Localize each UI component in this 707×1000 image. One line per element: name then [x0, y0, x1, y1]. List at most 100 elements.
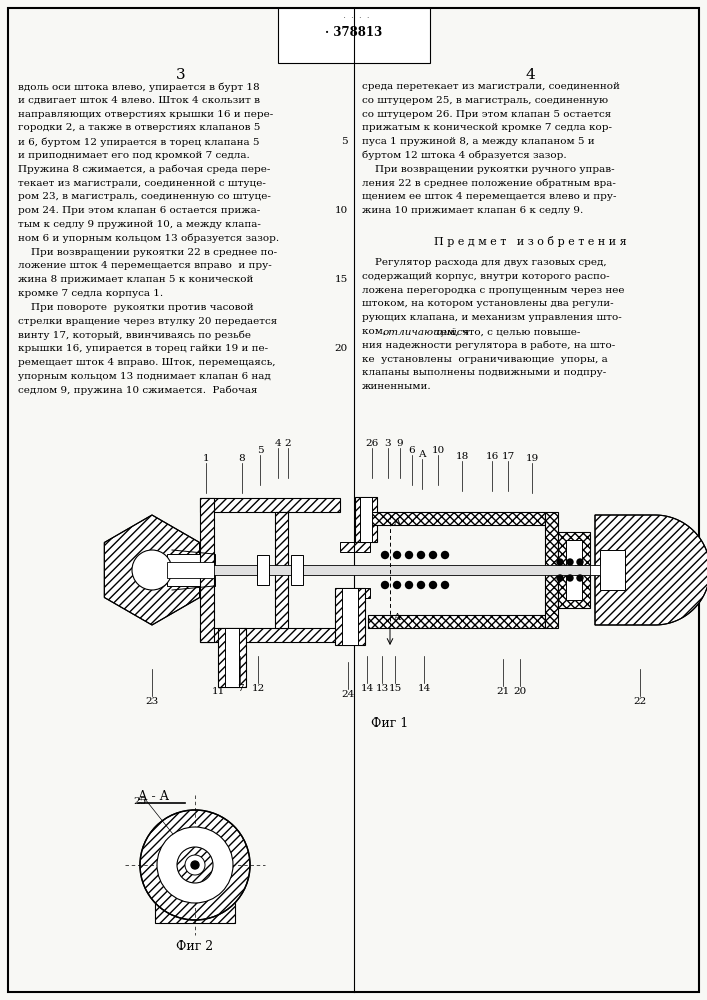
Text: При повороте  рукоятки против часовой: При повороте рукоятки против часовой: [18, 303, 254, 312]
Text: 20: 20: [513, 687, 527, 696]
Text: буртом 12 штока 4 образуется зазор.: буртом 12 штока 4 образуется зазор.: [362, 151, 566, 160]
Text: 25: 25: [134, 797, 146, 806]
Circle shape: [418, 552, 424, 558]
Text: текает из магистрали, соединенной с штуце-: текает из магистрали, соединенной с штуц…: [18, 179, 266, 188]
Text: 15: 15: [334, 275, 348, 284]
Text: клапаны выполнены подвижными и подпру-: клапаны выполнены подвижными и подпру-: [362, 368, 606, 377]
Text: крышки 16, упирается в торец гайки 19 и пе-: крышки 16, упирается в торец гайки 19 и …: [18, 344, 268, 353]
Text: Фиг 1: Фиг 1: [371, 717, 409, 730]
Text: 22: 22: [633, 697, 647, 706]
Bar: [200, 628, 340, 642]
Text: 20: 20: [334, 344, 348, 353]
Text: 17: 17: [501, 452, 515, 461]
Circle shape: [577, 559, 583, 565]
Circle shape: [394, 552, 400, 558]
Circle shape: [185, 855, 205, 875]
Text: 21: 21: [496, 687, 510, 696]
Text: ром 24. При этом клапан 6 остается прижа-: ром 24. При этом клапан 6 остается прижа…: [18, 206, 260, 215]
Bar: [368, 512, 545, 525]
Circle shape: [567, 559, 573, 565]
Bar: [558, 532, 590, 608]
Text: Регулятор расхода для двух газовых сред,: Регулятор расхода для двух газовых сред,: [362, 258, 607, 267]
Text: ке  установлены  ограничивающие  упоры, а: ке установлены ограничивающие упоры, а: [362, 355, 608, 364]
Text: прижатым к конической кромке 7 седла кор-: прижатым к конической кромке 7 седла кор…: [362, 123, 612, 132]
Circle shape: [441, 582, 448, 588]
Polygon shape: [105, 515, 199, 625]
Text: стрелки вращение через втулку 20 передается: стрелки вращение через втулку 20 передае…: [18, 317, 277, 326]
Text: A: A: [393, 518, 400, 527]
Text: 4: 4: [525, 68, 535, 82]
Circle shape: [382, 582, 389, 588]
Bar: [167, 562, 215, 578]
Text: 7: 7: [237, 684, 243, 693]
Bar: [275, 512, 288, 628]
Text: 11: 11: [211, 687, 225, 696]
Text: и приподнимает его под кромкой 7 седла.: и приподнимает его под кромкой 7 седла.: [18, 151, 250, 160]
Circle shape: [557, 559, 563, 565]
Text: ром 23, в магистраль, соединенную со штуце-: ром 23, в магистраль, соединенную со шту…: [18, 192, 271, 201]
Circle shape: [140, 810, 250, 920]
Text: Фиг 2: Фиг 2: [177, 940, 214, 953]
Text: 14: 14: [417, 684, 431, 693]
Text: ложение шток 4 перемещается вправо  и пру-: ложение шток 4 перемещается вправо и пру…: [18, 261, 271, 270]
Text: 4: 4: [275, 439, 281, 448]
Text: 24: 24: [341, 690, 355, 699]
Bar: [167, 554, 215, 586]
Text: 14: 14: [361, 684, 373, 693]
Bar: [278, 8, 430, 63]
Circle shape: [567, 575, 573, 581]
Text: 6: 6: [409, 446, 415, 455]
Text: А - А: А - А: [138, 790, 169, 803]
Bar: [360, 497, 372, 542]
Circle shape: [441, 552, 448, 558]
Text: отличающийся: отличающийся: [382, 327, 470, 336]
Text: седлом 9, пружина 10 сжимается.  Рабочая: седлом 9, пружина 10 сжимается. Рабочая: [18, 386, 257, 395]
Bar: [368, 615, 545, 628]
Text: 13: 13: [375, 684, 389, 693]
Text: тем, что, с целью повыше-: тем, что, с целью повыше-: [432, 327, 580, 336]
Text: со штуцером 26. При этом клапан 5 остается: со штуцером 26. При этом клапан 5 остает…: [362, 110, 612, 119]
Text: 3: 3: [385, 439, 391, 448]
Text: 10: 10: [334, 206, 348, 215]
Text: ления 22 в среднее положение обратным вра-: ления 22 в среднее положение обратным вр…: [362, 179, 616, 188]
Circle shape: [429, 552, 436, 558]
Text: вдоль оси штока влево, упирается в бурт 18: вдоль оси штока влево, упирается в бурт …: [18, 82, 259, 92]
Bar: [600, 550, 625, 590]
Text: ·  ·  ·  ·: · · · ·: [338, 14, 370, 22]
Bar: [566, 540, 582, 600]
Text: содержащий корпус, внутри которого распо-: содержащий корпус, внутри которого распо…: [362, 272, 609, 281]
Bar: [342, 588, 358, 645]
Text: среда перетекает из магистрали, соединенной: среда перетекает из магистрали, соединен…: [362, 82, 620, 91]
Bar: [200, 498, 340, 512]
Text: со штуцером 25, в магистраль, соединенную: со штуцером 25, в магистраль, соединенну…: [362, 96, 608, 105]
Text: винту 17, который, ввинчиваясь по резьбе: винту 17, который, ввинчиваясь по резьбе: [18, 330, 251, 340]
Bar: [340, 588, 370, 598]
Text: жиненными.: жиненными.: [362, 382, 432, 391]
Text: 3: 3: [176, 68, 186, 82]
Text: 26: 26: [366, 439, 379, 448]
Text: штоком, на котором установлены два регули-: штоком, на котором установлены два регул…: [362, 299, 614, 308]
Text: Пружина 8 сжимается, а рабочая среда пере-: Пружина 8 сжимается, а рабочая среда пер…: [18, 165, 270, 174]
Bar: [200, 498, 214, 642]
Text: ремещает шток 4 вправо. Шток, перемещаясь,: ремещает шток 4 вправо. Шток, перемещаяс…: [18, 358, 276, 367]
Text: ния надежности регулятора в работе, на што-: ния надежности регулятора в работе, на ш…: [362, 341, 615, 350]
Text: ком,: ком,: [362, 327, 390, 336]
Bar: [214, 565, 590, 575]
Bar: [218, 628, 246, 687]
Circle shape: [418, 582, 424, 588]
Text: 5: 5: [341, 137, 348, 146]
Text: жина 10 прижимает клапан 6 к седлу 9.: жина 10 прижимает клапан 6 к седлу 9.: [362, 206, 583, 215]
Bar: [225, 628, 239, 687]
Text: кромке 7 седла корпуса 1.: кромке 7 седла корпуса 1.: [18, 289, 163, 298]
Text: 1: 1: [203, 454, 209, 463]
Text: и 6, буртом 12 упирается в торец клапана 5: и 6, буртом 12 упирается в торец клапана…: [18, 137, 259, 147]
Text: пуса 1 пружиной 8, а между клапаном 5 и: пуса 1 пружиной 8, а между клапаном 5 и: [362, 137, 595, 146]
Circle shape: [132, 550, 172, 590]
Text: 5: 5: [257, 446, 263, 455]
Text: ложена перегородка с пропущенным через нее: ложена перегородка с пропущенным через н…: [362, 286, 624, 295]
Text: · 378813: · 378813: [325, 26, 382, 39]
Text: городки 2, а также в отверстиях клапанов 5: городки 2, а также в отверстиях клапанов…: [18, 123, 260, 132]
Text: П р е д м е т   и з о б р е т е н и я: П р е д м е т и з о б р е т е н и я: [433, 236, 626, 247]
Text: упорным кольцом 13 поднимает клапан 6 над: упорным кольцом 13 поднимает клапан 6 на…: [18, 372, 271, 381]
Text: 15: 15: [388, 684, 402, 693]
